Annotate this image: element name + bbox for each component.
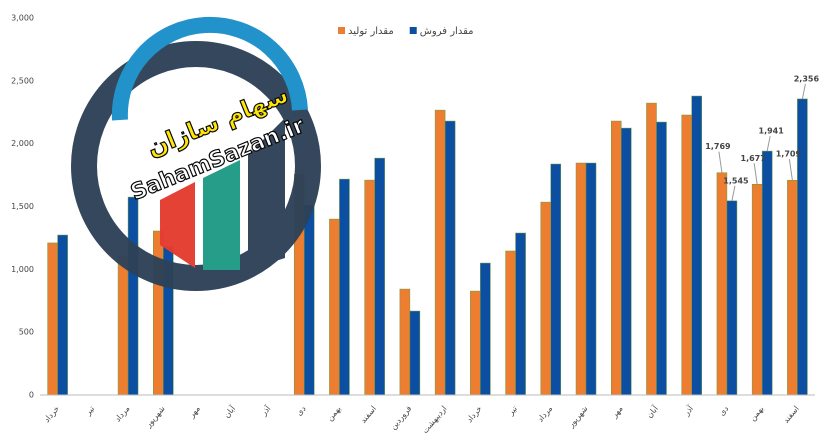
x-tick-label: اردیبهشت bbox=[420, 404, 448, 433]
bar bbox=[621, 127, 632, 396]
label-leader bbox=[766, 135, 771, 152]
label-leader bbox=[801, 83, 806, 100]
bar bbox=[716, 172, 728, 396]
x-tick-label: مرداد bbox=[536, 404, 554, 424]
x-tick-label: اسفند bbox=[781, 404, 800, 425]
value-label: 1,709 bbox=[776, 150, 802, 159]
x-tick-label: شهریور bbox=[566, 404, 590, 430]
bar bbox=[656, 121, 667, 396]
bar bbox=[726, 200, 738, 396]
bar bbox=[575, 162, 587, 396]
bar bbox=[787, 179, 798, 396]
bar bbox=[681, 114, 692, 396]
bar bbox=[434, 109, 446, 396]
x-tick-label: آذر bbox=[681, 403, 696, 418]
x-tick-label: بهمن bbox=[325, 404, 343, 423]
bar bbox=[47, 242, 58, 396]
legend-swatch bbox=[338, 27, 345, 34]
bar bbox=[751, 184, 763, 396]
y-tick-label: 500 bbox=[19, 328, 34, 337]
x-tick-label: آبان bbox=[644, 403, 660, 420]
y-tick-label: 1,000 bbox=[11, 265, 34, 274]
label-leader bbox=[753, 163, 758, 185]
bar bbox=[691, 95, 702, 396]
bar bbox=[127, 196, 139, 396]
x-tick-label: شهریور bbox=[143, 404, 167, 430]
y-tick-label: 1,500 bbox=[11, 202, 34, 211]
logo-bar bbox=[203, 160, 240, 270]
bar bbox=[374, 157, 385, 396]
x-tick-label: دی bbox=[294, 404, 307, 418]
x-tick-label: مهر bbox=[186, 404, 202, 420]
bar bbox=[505, 250, 516, 396]
bar bbox=[339, 178, 350, 396]
logo-ring bbox=[71, 41, 321, 291]
x-tick-label: بهمن bbox=[748, 404, 766, 423]
x-tick-label: خرداد bbox=[42, 404, 61, 424]
value-label: 1,545 bbox=[723, 176, 749, 185]
x-tick-label: فروردین bbox=[389, 404, 414, 431]
x-tick-label: مرداد bbox=[113, 404, 131, 424]
bar bbox=[444, 120, 456, 396]
label-leader bbox=[718, 151, 723, 173]
bar bbox=[480, 262, 491, 396]
logo: سهام سازان SahamSazan.ir bbox=[71, 16, 321, 291]
bar bbox=[761, 150, 773, 396]
logo-arc bbox=[111, 16, 308, 121]
x-tick-label: آذر bbox=[258, 403, 273, 418]
bar bbox=[585, 162, 597, 396]
bar bbox=[470, 290, 481, 396]
x-tick-label: تیر bbox=[506, 404, 519, 417]
label-leader bbox=[788, 159, 793, 181]
bar bbox=[364, 179, 375, 396]
value-label: 1,941 bbox=[759, 127, 785, 136]
logo-bar bbox=[160, 182, 195, 268]
bar bbox=[797, 98, 808, 396]
y-tick-label: 0 bbox=[29, 391, 34, 400]
y-tick-label: 3,000 bbox=[11, 14, 34, 23]
value-label: 1,677 bbox=[741, 154, 766, 163]
x-tick-label: اسفند bbox=[359, 404, 378, 425]
legend-swatch bbox=[409, 27, 417, 34]
value-label: 1,769 bbox=[705, 142, 731, 151]
x-tick-label: مهر bbox=[609, 404, 625, 420]
bar bbox=[409, 310, 421, 396]
x-tick-label: خرداد bbox=[465, 404, 484, 424]
bar bbox=[611, 120, 622, 396]
bar bbox=[303, 204, 315, 396]
x-tick-label: آبان bbox=[221, 403, 237, 420]
y-tick-label: 2,000 bbox=[11, 139, 34, 148]
bar bbox=[329, 218, 340, 396]
x-tick-label: تیر bbox=[83, 404, 96, 417]
x-tick-label: دی bbox=[717, 404, 730, 418]
legend-label: مقدار فروش bbox=[420, 26, 474, 37]
value-label: 2,356 bbox=[794, 74, 820, 83]
bar bbox=[153, 230, 164, 396]
bar bbox=[515, 232, 526, 396]
y-tick-label: 2,500 bbox=[11, 76, 34, 85]
legend-label: مقدار تولید bbox=[348, 26, 394, 37]
label-leader bbox=[731, 185, 736, 201]
bar bbox=[399, 288, 411, 396]
bar bbox=[550, 163, 562, 396]
bar bbox=[540, 201, 552, 396]
bar bbox=[57, 234, 68, 396]
logo-bar bbox=[248, 118, 285, 270]
bar bbox=[646, 102, 657, 396]
bar bbox=[117, 256, 129, 396]
